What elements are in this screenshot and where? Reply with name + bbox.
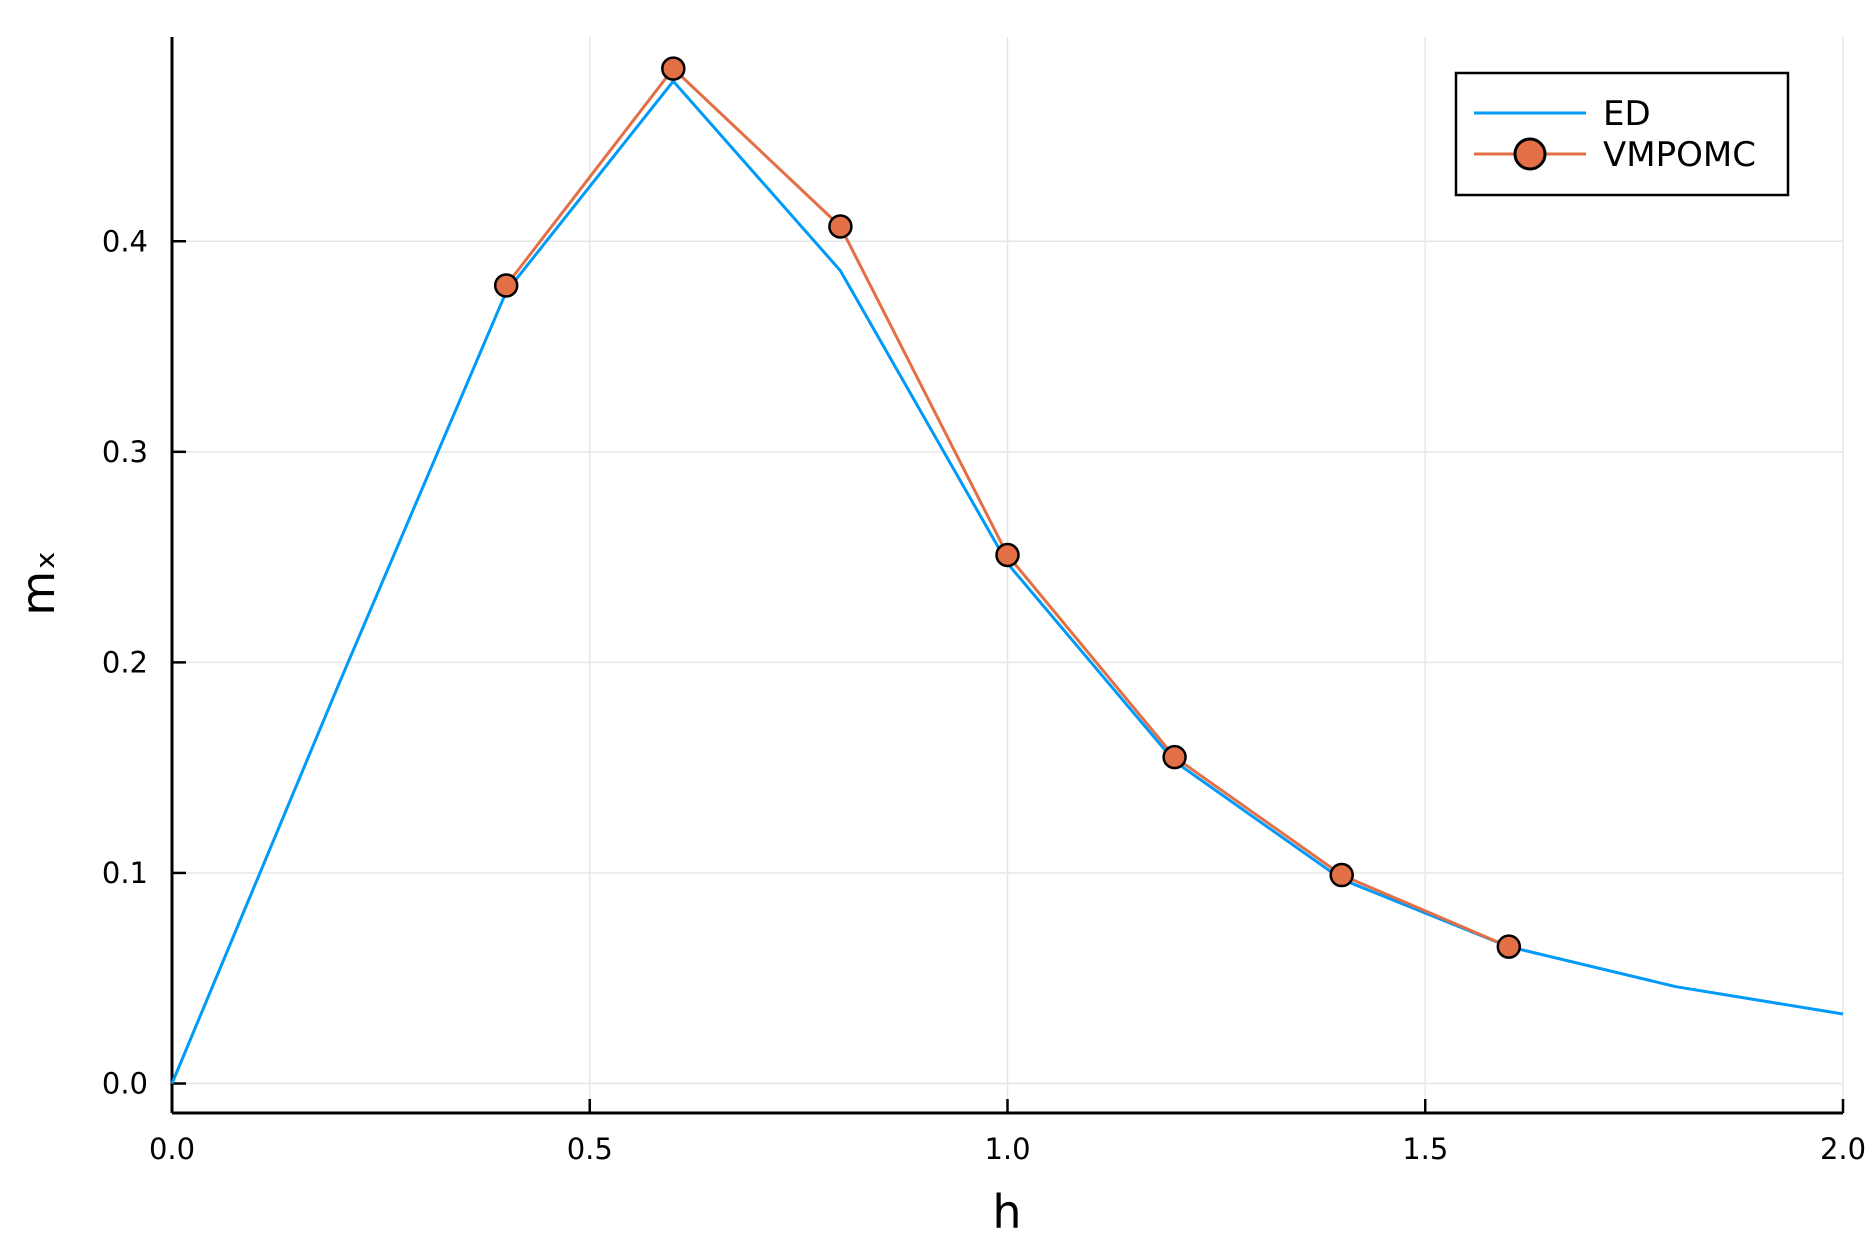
tick-labels: 0.0 0.5 1.0 1.5 2.0 0.0 0.1 0.2 0.3 0.4 xyxy=(102,224,1866,1166)
y-tick-label: 0.0 xyxy=(102,1067,148,1101)
legend-label-vmpomc: VMPOMC xyxy=(1603,135,1756,175)
x-tick-label: 0.5 xyxy=(567,1132,613,1166)
x-tick-label: 2.0 xyxy=(1820,1132,1866,1166)
plot-series xyxy=(170,56,1844,1085)
grid xyxy=(171,37,1844,1113)
data-point-vmpomc xyxy=(1162,744,1187,770)
x-tick-label: 1.0 xyxy=(984,1132,1030,1166)
y-tick-label: 0.2 xyxy=(102,645,148,679)
legend-marker-vmpomc xyxy=(1513,137,1547,171)
x-axis-title: h xyxy=(992,1185,1021,1239)
y-tick-label: 0.4 xyxy=(102,224,148,258)
data-point-vmpomc xyxy=(661,56,686,81)
y-axis-title: mₓ xyxy=(11,550,65,615)
y-tick-label: 0.1 xyxy=(102,856,148,890)
y-tick-label: 0.3 xyxy=(102,435,148,469)
data-point-vmpomc xyxy=(828,214,853,239)
data-point-vmpomc xyxy=(493,273,519,298)
legend-box xyxy=(1454,71,1790,197)
data-point-vmpomc xyxy=(1329,862,1354,888)
legend: ED VMPOMC xyxy=(1454,71,1790,197)
legend-label-ed: ED xyxy=(1603,94,1651,134)
data-point-vmpomc xyxy=(995,542,1020,568)
x-tick-label: 0.0 xyxy=(149,1132,195,1166)
x-tick-label: 1.5 xyxy=(1402,1132,1448,1166)
data-point-vmpomc xyxy=(1496,934,1522,959)
axes xyxy=(170,37,1845,1115)
